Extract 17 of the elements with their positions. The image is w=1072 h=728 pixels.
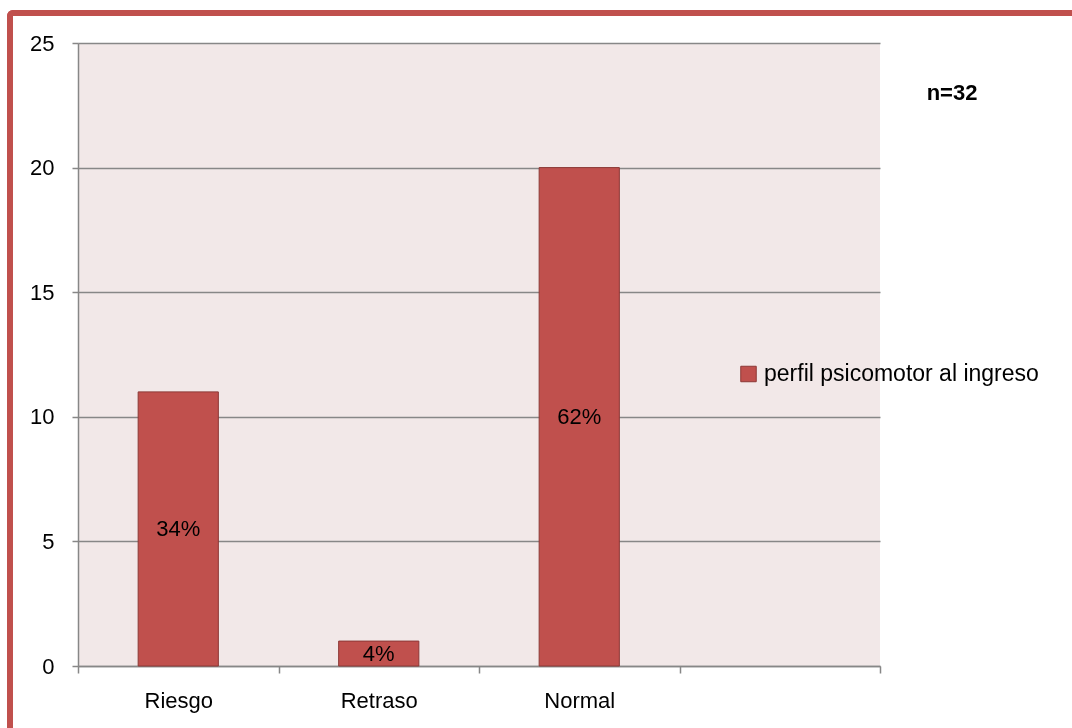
bar xyxy=(137,391,219,667)
x-tick-label: Normal xyxy=(544,687,616,713)
y-tick-label: 20 xyxy=(30,155,55,181)
y-tick-label: 25 xyxy=(30,30,55,56)
x-tick-label: Riesgo xyxy=(144,687,213,713)
annotation: 62% xyxy=(557,403,602,429)
legend-label: perfil psicomotor al ingreso xyxy=(764,360,1039,386)
y-tick-label: 15 xyxy=(30,279,55,305)
y-tick-label: 10 xyxy=(30,404,55,430)
bar xyxy=(338,640,420,667)
y-tick-label: 5 xyxy=(42,528,55,554)
annotation: 4% xyxy=(362,640,395,666)
text: n=32 xyxy=(926,80,978,105)
annotation: 34% xyxy=(156,515,201,541)
y-tick-label: 0 xyxy=(42,653,55,679)
bar xyxy=(538,167,620,667)
x-tick-label: Retraso xyxy=(340,687,418,713)
